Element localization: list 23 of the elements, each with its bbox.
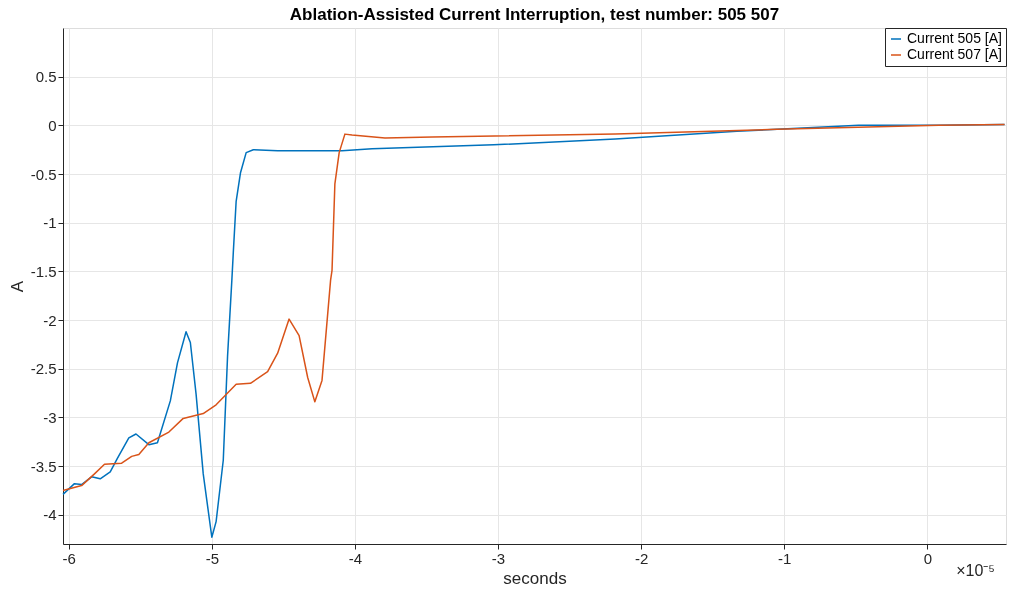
x-tick-label: -1 [778,549,792,567]
legend-label: Current 507 [A] [907,46,1002,62]
y-tick-label: -4 [43,506,57,524]
x-tick-label: -4 [348,549,363,567]
x-tick-label: -2 [634,549,649,567]
y-tick-label: -3.5 [30,457,57,475]
x-axis-title: seconds [503,568,567,588]
y-tick-label: -3 [43,408,57,426]
y-tick-label: 0 [48,116,57,134]
x-tick-label: -6 [62,549,76,567]
text: ×10⁻⁵ [956,562,995,579]
y-axis-title: A [7,280,27,293]
y-tick-label: -2 [43,311,57,329]
x-tick-label: 0 [923,549,932,567]
y-tick-label: -2.5 [30,360,57,378]
legend-label: Current 505 [A] [907,30,1002,46]
y-tick-label: -1 [43,214,57,232]
x-tick-label: -3 [491,549,506,567]
y-tick-label: -0.5 [30,165,57,183]
y-tick-label: 0.5 [35,68,57,86]
chart-title: Ablation-Assisted Current Interruption, test number: 505 507 [289,5,780,24]
y-tick-label: -1.5 [30,262,57,280]
x-tick-label: -5 [205,549,219,567]
